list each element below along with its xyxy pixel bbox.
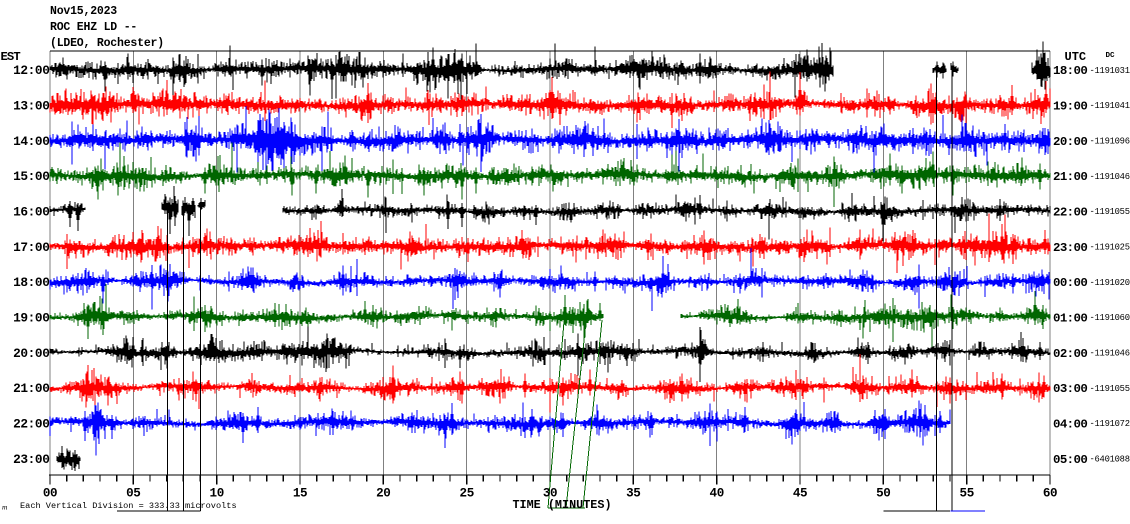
svg-text:DC: DC — [1106, 52, 1116, 60]
svg-text:45: 45 — [793, 487, 807, 501]
svg-text:-1191055: -1191055 — [1090, 384, 1130, 394]
svg-text:-1191046: -1191046 — [1090, 349, 1130, 359]
svg-text:-1191096: -1191096 — [1090, 137, 1130, 147]
svg-text:19:00: 19:00 — [1053, 99, 1087, 113]
svg-text:16:00: 16:00 — [13, 204, 49, 219]
svg-text:03:00: 03:00 — [1053, 382, 1087, 396]
svg-text:40: 40 — [710, 487, 724, 501]
svg-text:Each Vertical Division = 333.: Each Vertical Division = 333.33 microvol… — [20, 501, 237, 511]
svg-text:Nov15,2023: Nov15,2023 — [50, 5, 117, 18]
svg-text:TIME (MINUTES): TIME (MINUTES) — [512, 498, 611, 512]
svg-text:ROC EHZ LD --: ROC EHZ LD -- — [50, 21, 137, 34]
svg-text:17:00: 17:00 — [13, 240, 49, 255]
svg-text:25: 25 — [460, 487, 474, 501]
svg-text:30: 30 — [543, 487, 557, 501]
svg-text:14:00: 14:00 — [13, 134, 49, 149]
svg-text:00: 00 — [43, 487, 57, 501]
svg-text:13:00: 13:00 — [13, 98, 49, 113]
svg-text:23:00: 23:00 — [1053, 241, 1087, 255]
svg-text:EST: EST — [1, 50, 21, 64]
svg-text:-1191041: -1191041 — [1090, 101, 1130, 111]
svg-text:18:00: 18:00 — [13, 275, 49, 290]
svg-text:(LDEO, Rochester): (LDEO, Rochester) — [50, 37, 164, 50]
svg-text:60: 60 — [1043, 487, 1057, 501]
svg-text:21:00: 21:00 — [13, 381, 49, 396]
svg-text:-1191025: -1191025 — [1090, 243, 1130, 253]
svg-text:-1191031: -1191031 — [1090, 66, 1130, 76]
svg-text:-6401088: -6401088 — [1090, 455, 1130, 465]
svg-text:15: 15 — [293, 487, 307, 501]
svg-text:15:00: 15:00 — [13, 169, 49, 184]
svg-text:20:00: 20:00 — [1053, 135, 1087, 149]
svg-text:UTC: UTC — [1065, 50, 1087, 64]
svg-text:50: 50 — [876, 487, 890, 501]
svg-text:-1191055: -1191055 — [1090, 207, 1130, 217]
svg-text:10: 10 — [210, 487, 224, 501]
svg-text:05:00: 05:00 — [1053, 453, 1087, 467]
svg-text:22:00: 22:00 — [1053, 205, 1087, 219]
svg-text:-1191046: -1191046 — [1090, 172, 1130, 182]
svg-text:m: m — [2, 503, 8, 512]
svg-text:22:00: 22:00 — [13, 416, 49, 431]
svg-text:02:00: 02:00 — [1053, 347, 1087, 361]
svg-text:18:00: 18:00 — [1053, 64, 1087, 78]
svg-text:20:00: 20:00 — [13, 346, 49, 361]
svg-text:05: 05 — [126, 487, 140, 501]
svg-text:55: 55 — [960, 487, 974, 501]
svg-text:12:00: 12:00 — [13, 63, 49, 78]
svg-text:01:00: 01:00 — [1053, 311, 1087, 325]
svg-text:19:00: 19:00 — [13, 310, 49, 325]
svg-text:-1191060: -1191060 — [1090, 313, 1130, 323]
svg-text:00:00: 00:00 — [1053, 276, 1087, 290]
svg-text:35: 35 — [626, 487, 640, 501]
svg-text:04:00: 04:00 — [1053, 417, 1087, 431]
svg-text:21:00: 21:00 — [1053, 170, 1087, 184]
svg-text:-1191072: -1191072 — [1090, 419, 1130, 429]
svg-text:-1191020: -1191020 — [1090, 278, 1130, 288]
svg-text:20: 20 — [376, 487, 390, 501]
svg-text:23:00: 23:00 — [13, 452, 49, 467]
